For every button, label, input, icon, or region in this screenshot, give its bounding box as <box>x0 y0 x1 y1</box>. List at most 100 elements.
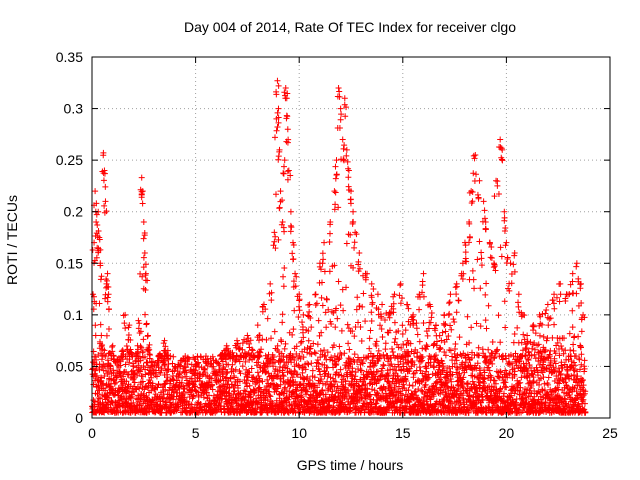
data-point <box>143 320 150 327</box>
data-point <box>515 291 522 298</box>
data-point <box>570 341 577 348</box>
data-point <box>437 345 444 352</box>
x-tick-label: 20 <box>499 425 515 441</box>
data-point <box>161 381 168 388</box>
data-point <box>135 317 142 324</box>
data-point <box>281 89 288 96</box>
data-point <box>101 372 108 379</box>
data-point <box>279 219 286 226</box>
data-point <box>379 334 386 341</box>
data-point <box>569 307 576 314</box>
data-point <box>104 283 111 290</box>
data-point <box>453 283 460 290</box>
data-point <box>285 167 292 174</box>
data-point <box>446 299 453 306</box>
data-point <box>332 163 339 170</box>
data-point <box>564 291 571 298</box>
data-point <box>312 291 319 298</box>
data-point <box>368 309 375 316</box>
data-point <box>326 230 333 237</box>
data-point <box>485 302 492 309</box>
data-point <box>289 250 296 257</box>
x-axis-label: GPS time / hours <box>297 457 404 473</box>
data-point <box>455 297 462 304</box>
data-point <box>472 151 479 158</box>
data-point <box>151 385 158 392</box>
y-axis-label: ROTI / TECUs <box>4 195 20 285</box>
data-point <box>109 342 116 349</box>
data-point <box>428 309 435 316</box>
data-point <box>326 268 333 275</box>
data-point <box>280 163 287 170</box>
data-point <box>494 178 501 185</box>
data-point <box>115 385 122 392</box>
data-point <box>149 358 156 365</box>
data-point <box>140 254 147 261</box>
data-point <box>271 328 278 335</box>
data-point <box>305 337 312 344</box>
data-point <box>147 352 154 359</box>
data-point <box>474 191 481 198</box>
data-point <box>380 362 387 369</box>
data-point <box>501 298 508 305</box>
data-point <box>520 331 527 338</box>
data-point <box>109 344 116 351</box>
data-point <box>570 290 577 297</box>
data-point <box>482 317 489 324</box>
data-point <box>122 361 129 368</box>
data-point <box>551 291 558 298</box>
data-point <box>97 395 104 402</box>
data-point <box>336 343 343 350</box>
data-point <box>97 276 104 283</box>
data-point <box>138 174 145 181</box>
data-point <box>125 332 132 339</box>
y-tick-label: 0.3 <box>64 101 84 117</box>
data-point <box>374 291 381 298</box>
data-point <box>360 290 367 297</box>
data-point <box>459 275 466 282</box>
data-point <box>452 284 459 291</box>
data-point <box>498 253 505 260</box>
data-point <box>112 379 119 386</box>
data-point <box>476 177 483 184</box>
data-point <box>446 300 453 307</box>
data-point <box>464 313 471 320</box>
data-point <box>182 364 189 371</box>
data-point <box>142 311 149 318</box>
data-point <box>140 219 147 226</box>
data-point <box>141 353 148 360</box>
data-point <box>581 357 588 364</box>
data-point <box>308 360 315 367</box>
data-point <box>502 324 509 331</box>
data-point <box>453 291 460 298</box>
data-point <box>136 320 143 327</box>
data-point <box>277 188 284 195</box>
data-point <box>452 341 459 348</box>
data-point <box>465 239 472 246</box>
data-point <box>406 382 413 389</box>
data-point <box>275 82 282 89</box>
data-point <box>453 309 460 316</box>
data-point <box>358 338 365 345</box>
data-point <box>275 156 282 163</box>
data-point <box>139 273 146 280</box>
data-point <box>333 157 340 164</box>
data-point <box>473 171 480 178</box>
data-point <box>351 351 358 358</box>
data-point <box>296 307 303 314</box>
data-point <box>305 301 312 308</box>
data-point <box>332 189 339 196</box>
data-point <box>456 334 463 341</box>
data-point <box>511 330 518 337</box>
data-point <box>142 371 149 378</box>
data-point <box>420 270 427 277</box>
data-point <box>101 347 108 354</box>
data-point <box>179 374 186 381</box>
x-tick-label: 0 <box>88 425 96 441</box>
data-point <box>356 249 363 256</box>
data-point <box>487 254 494 261</box>
data-point <box>323 324 330 331</box>
data-point <box>389 345 396 352</box>
data-point <box>457 351 464 358</box>
